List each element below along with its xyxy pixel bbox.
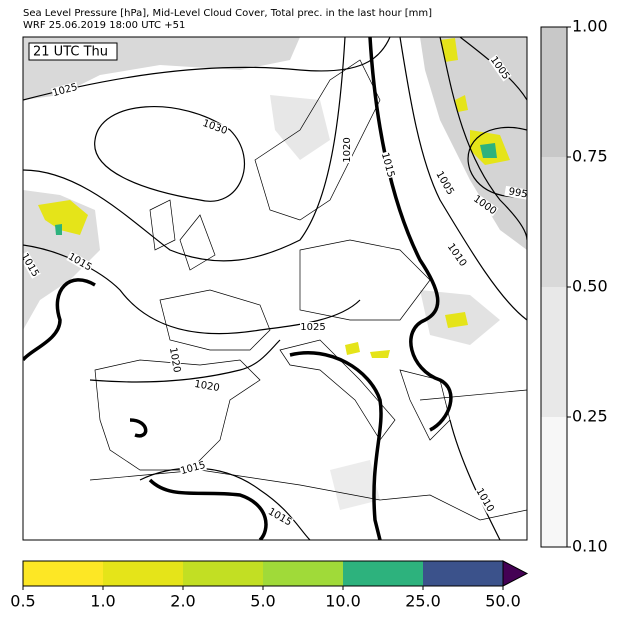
contour-label: 1020 [167, 347, 182, 374]
contour-label-bg [300, 322, 326, 332]
contour-label-bg [193, 378, 221, 394]
contour-label-bg [474, 486, 496, 514]
tick-label: 0.10 [572, 537, 608, 556]
tick-label: 0.50 [572, 277, 608, 296]
tick-label: 50.0 [485, 592, 521, 611]
tick-label: 0.25 [572, 407, 608, 426]
contour-label-bg [266, 506, 294, 528]
time-label: 21 UTC Thu [33, 45, 108, 60]
contour-label: 1020 [193, 379, 220, 394]
tick-label: 5.0 [250, 592, 275, 611]
contour-label: 1025 [300, 322, 325, 333]
contour-label-bg [179, 459, 207, 477]
contour-label-bg [445, 241, 469, 269]
colorbar-segment [183, 561, 263, 586]
tick-label: 1.00 [572, 17, 608, 36]
subtitle: WRF 25.06.2019 18:00 UTC +51 [23, 20, 185, 31]
colorbar-segment [541, 287, 567, 417]
contour-label-bg [504, 185, 527, 201]
map-frame [22, 36, 528, 541]
tick-label: 1.0 [90, 592, 115, 611]
tick-label: 0.5 [10, 592, 35, 611]
title: Sea Level Pressure [hPa], Mid-Level Clou… [23, 8, 432, 19]
colorbar-segment [23, 561, 103, 586]
tick-label: 25.0 [405, 592, 441, 611]
contour-label: 1020 [342, 137, 353, 162]
contour-label-bg [66, 251, 94, 273]
tick-label: 10.0 [325, 592, 361, 611]
colorbar-segment [263, 561, 343, 586]
contour-label-bg [201, 117, 229, 137]
cloud-colorbar: 0.10 0.25 0.50 0.75 1.00 [540, 17, 608, 556]
contour-label: 995 [508, 186, 529, 200]
colorbar-segment [423, 561, 503, 586]
tick-label: 2.0 [170, 592, 195, 611]
colorbar-extend [502, 560, 529, 587]
contour-label-bg [167, 346, 183, 374]
contour-label-bg [379, 151, 397, 179]
isobars-1015 [23, 37, 453, 540]
time-box [28, 42, 118, 61]
colorbar-segment [103, 561, 183, 586]
tick-label: 0.75 [572, 147, 608, 166]
heavy-precipitation [55, 143, 497, 235]
contour-label-bg [488, 54, 512, 82]
coastlines [89, 59, 527, 521]
contour-label-bg [342, 137, 352, 163]
colorbar-segment [541, 417, 567, 547]
precip-colorbar: 0.5 1.0 2.0 5.0 10.0 25.0 50.0 [10, 560, 529, 611]
colorbar-segment [343, 561, 423, 586]
colorbar-segment [541, 157, 567, 287]
contour-label-bg [23, 251, 41, 279]
contour-label-bg [434, 169, 456, 197]
colorbar-segment [541, 27, 567, 157]
contour-label-bg [471, 193, 499, 217]
contour-label-bg [51, 81, 79, 99]
